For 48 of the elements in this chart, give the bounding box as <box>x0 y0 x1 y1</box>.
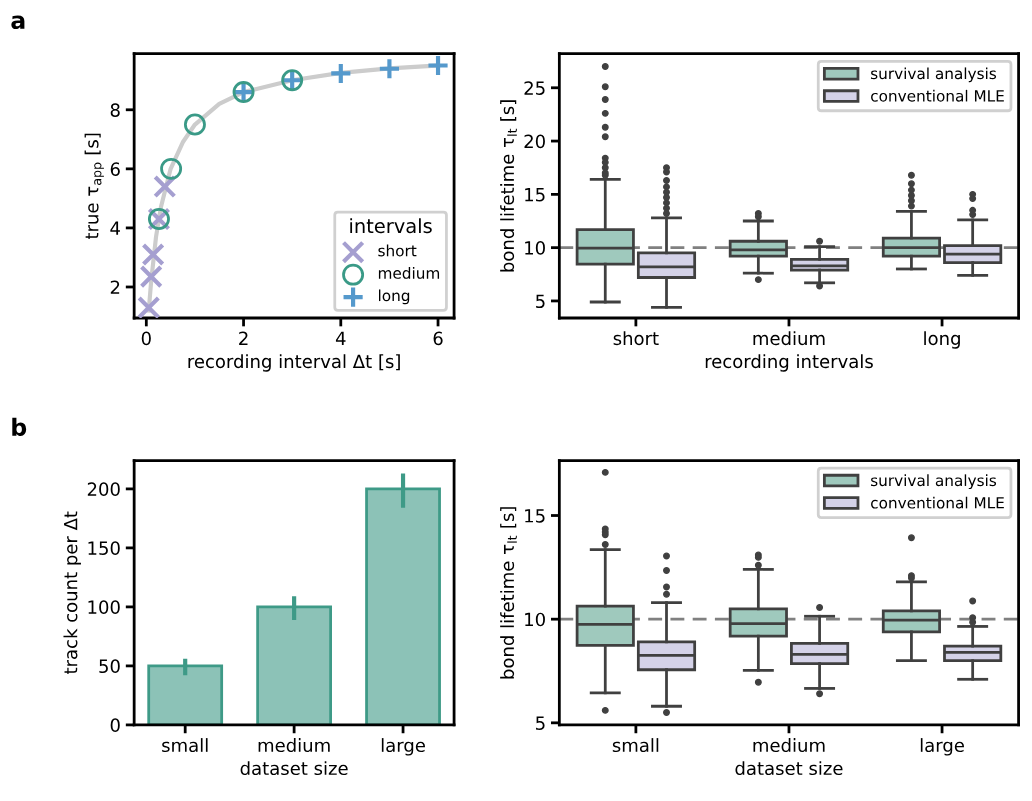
y-axis-title: track count per Δt <box>63 511 81 675</box>
legend-label: survival analysis <box>871 474 997 490</box>
y-tick-label: 50 <box>99 659 120 674</box>
y-tick-label: 5 <box>536 294 545 309</box>
x-tick-label: large <box>381 738 425 756</box>
y-tick-label: 200 <box>87 482 120 497</box>
y-tick-label: 100 <box>88 600 120 615</box>
y-tick-label: 8 <box>110 103 120 117</box>
legend-label: conventional MLE <box>871 496 1004 509</box>
y-tick-label: 20 <box>524 134 545 149</box>
legend-label: conventional MLE <box>871 89 1004 102</box>
y-tick-label: 10 <box>525 612 545 627</box>
x-tick-label: 2 <box>239 331 248 345</box>
x-tick-label: medium <box>753 331 825 346</box>
y-tick-label: 25 <box>524 81 545 95</box>
x-tick-label: medium <box>258 738 330 753</box>
x-tick-label: small <box>612 738 659 753</box>
y-tick-label: 5 <box>536 716 545 730</box>
x-axis-title: dataset size <box>240 761 348 776</box>
legend-label: short <box>378 244 417 257</box>
x-tick-label: small <box>162 738 208 753</box>
y-tick-label: 6 <box>110 162 120 176</box>
text: b <box>12 417 27 436</box>
y-tick-label: 2 <box>110 280 120 294</box>
x-tick-label: large <box>920 738 964 756</box>
x-axis-title: recording interval Δt [s] <box>188 354 400 372</box>
x-tick-label: short <box>613 331 659 346</box>
text: a <box>11 15 25 30</box>
y-tick-label: 150 <box>88 541 120 556</box>
y-tick-label: 0 <box>110 718 120 733</box>
y-tick-label: 10 <box>525 241 545 255</box>
legend-title: intervals <box>350 218 432 234</box>
x-tick-label: 0 <box>141 331 151 346</box>
x-tick-label: 6 <box>433 331 443 346</box>
x-tick-label: long <box>924 331 960 349</box>
x-axis-title: dataset size <box>735 761 843 776</box>
y-axis-title: bond lifetime τ$_{lt}$ [s] <box>500 507 517 679</box>
x-tick-label: medium <box>753 738 825 753</box>
x-tick-label: 4 <box>335 331 346 345</box>
legend-label: medium <box>378 267 440 279</box>
y-tick-label: 15 <box>525 188 545 202</box>
y-axis-title: true τ$_{app}$ [s] <box>84 133 104 240</box>
legend-label: long <box>378 289 410 305</box>
legend-label: survival analysis <box>871 67 997 83</box>
y-tick-label: 4 <box>110 221 120 235</box>
x-axis-title: recording intervals <box>705 354 873 372</box>
y-tick-label: 15 <box>525 509 545 523</box>
y-axis-title: bond lifetime τ$_{lt}$ [s] <box>500 100 517 272</box>
